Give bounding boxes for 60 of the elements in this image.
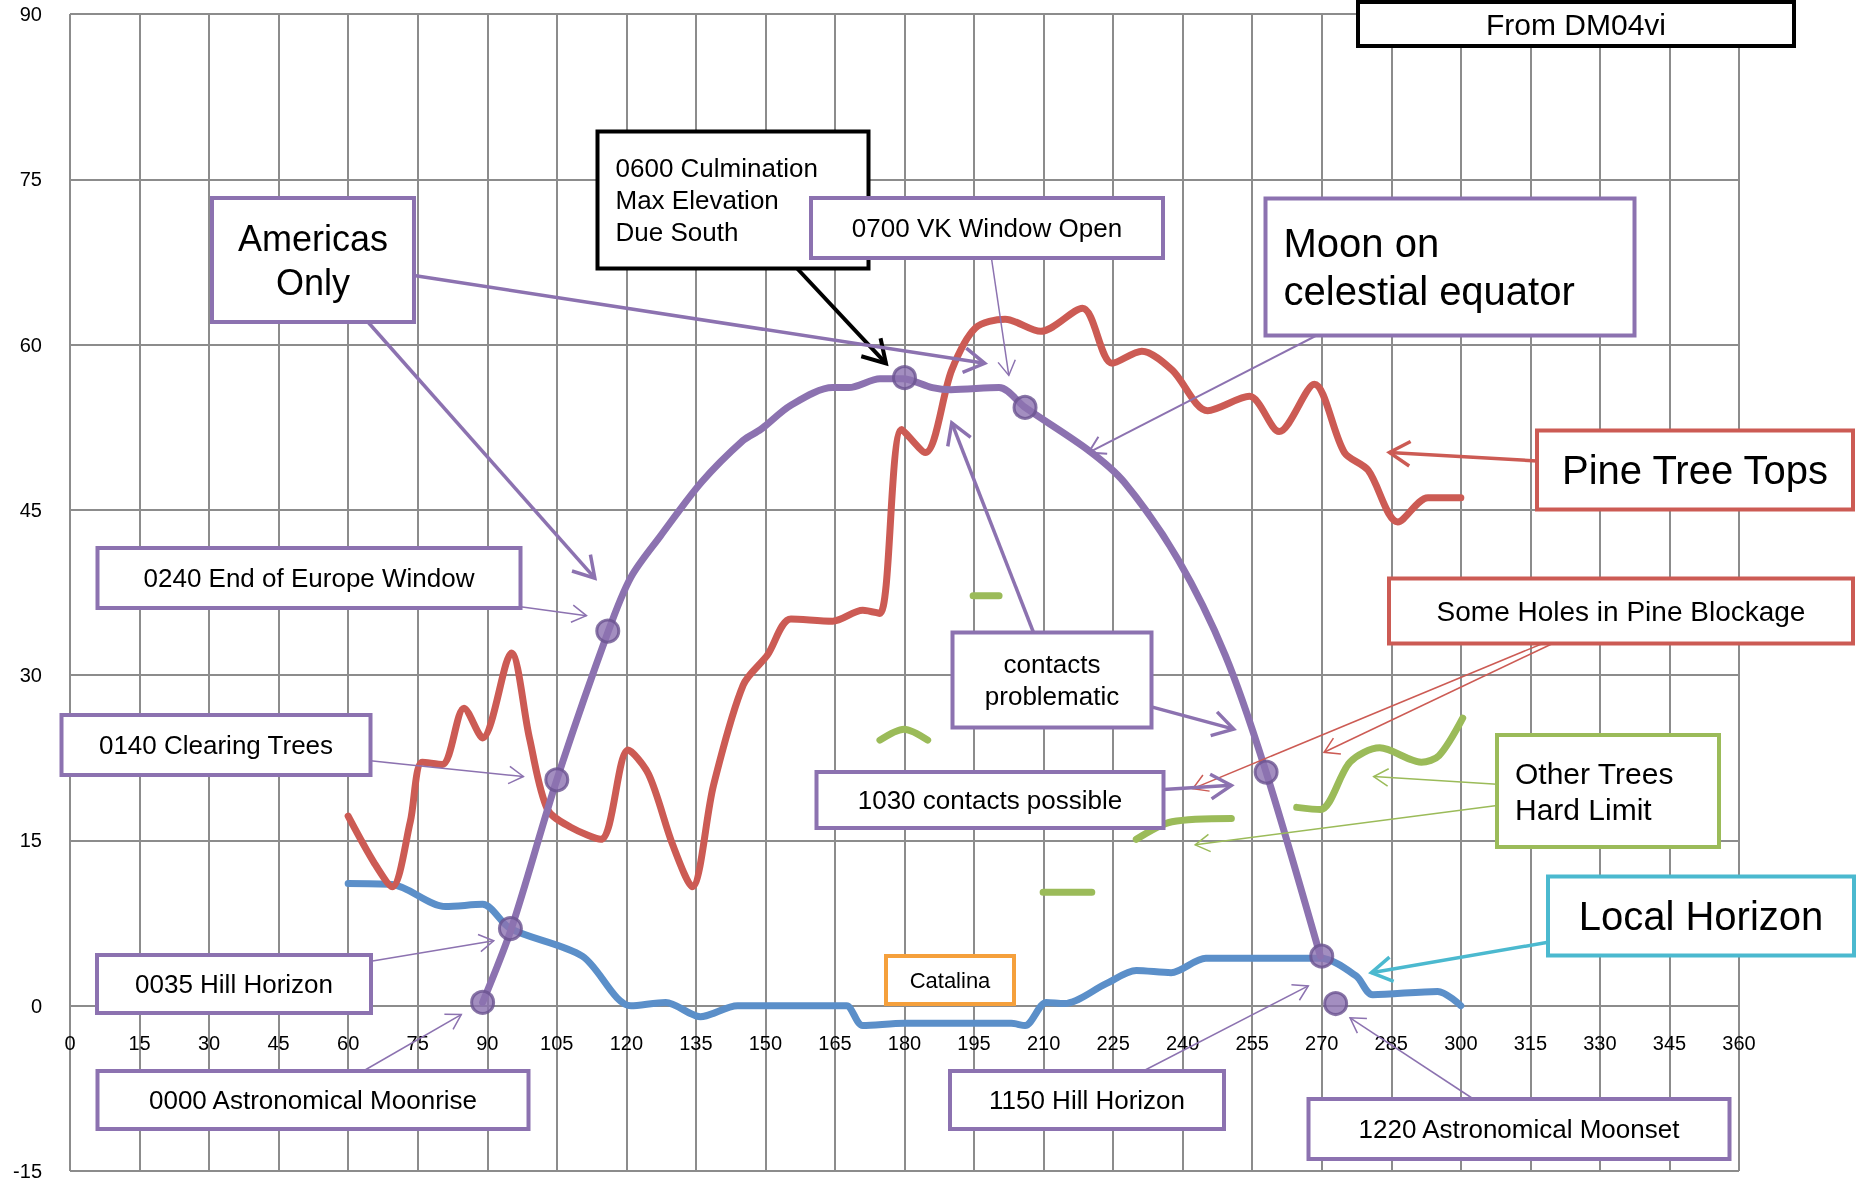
x-tick-label: 120 xyxy=(609,1031,644,1054)
x-tick-label: 210 xyxy=(1026,1031,1061,1054)
x-tick-label: 150 xyxy=(748,1031,783,1054)
x-tick-label: 90 xyxy=(476,1031,499,1054)
chart-title: From DM04vi xyxy=(1485,7,1667,41)
x-tick-label: 300 xyxy=(1444,1031,1478,1054)
point xyxy=(544,767,570,793)
x-tick-label: 30 xyxy=(197,1031,221,1054)
annotation: Other Trees Hard Limit xyxy=(1515,756,1674,826)
annotation: 0600 Culmination Max Elevation Due South xyxy=(615,153,818,247)
x-tick-label: 45 xyxy=(267,1031,290,1054)
y-tick-label: 15 xyxy=(19,829,42,852)
x-tick-label: 315 xyxy=(1513,1031,1548,1054)
x-tick-label: 165 xyxy=(818,1031,852,1054)
x-tick-label: 270 xyxy=(1305,1031,1339,1054)
point xyxy=(1323,991,1349,1016)
x-tick-label: 330 xyxy=(1583,1031,1617,1054)
y-tick-label: 45 xyxy=(19,498,42,521)
annotation: Moon on celestial equator xyxy=(1283,220,1575,314)
y-tick-label: 75 xyxy=(19,168,42,191)
annotation: contacts problematic xyxy=(984,649,1120,711)
y-tick-label: 0 xyxy=(30,994,42,1017)
annotation: Pine Tree Tops xyxy=(1561,448,1829,492)
x-tick-label: 195 xyxy=(957,1031,991,1054)
annotation: 1150 Hill Horizon xyxy=(988,1085,1186,1115)
point xyxy=(497,916,523,942)
point xyxy=(595,618,621,644)
y-tick-label: 30 xyxy=(19,664,42,687)
x-tick-label: 105 xyxy=(540,1031,574,1054)
x-tick-label: 180 xyxy=(887,1031,922,1054)
annotation: Some Holes in Pine Blockage xyxy=(1436,595,1806,627)
point xyxy=(892,365,917,391)
x-tick-label: 75 xyxy=(406,1031,429,1054)
annotation: 1030 contacts possible xyxy=(857,785,1123,815)
x-tick-label: 15 xyxy=(128,1031,151,1054)
x-tick-label: 360 xyxy=(1722,1031,1756,1054)
annotation: 0240 End of Europe Window xyxy=(143,563,475,593)
annotation: 0700 VK Window Open xyxy=(851,213,1123,243)
x-tick-label: 255 xyxy=(1235,1031,1269,1054)
annotation: 0000 Astronomical Moonrise xyxy=(148,1085,478,1115)
annotation: Americas Only xyxy=(237,217,389,303)
x-tick-label: 135 xyxy=(679,1031,713,1054)
x-tick-label: 345 xyxy=(1652,1031,1687,1054)
x-tick-label: 60 xyxy=(337,1031,360,1054)
annotation: Local Horizon xyxy=(1578,894,1824,938)
x-tick-label: 285 xyxy=(1374,1031,1408,1054)
annotation: 0140 Clearing Trees xyxy=(98,730,334,760)
y-tick-label: 60 xyxy=(19,333,42,356)
x-tick-label: 240 xyxy=(1165,1031,1200,1054)
annotation: 0035 Hill Horizon xyxy=(135,969,333,999)
y-tick-label: -15 xyxy=(13,1160,42,1182)
point xyxy=(470,989,496,1015)
point xyxy=(1012,394,1038,420)
x-tick-label: 225 xyxy=(1096,1031,1130,1054)
x-tick-label: 0 xyxy=(64,1031,76,1054)
annotation: 1220 Astronomical Moonset xyxy=(1358,1114,1681,1144)
y-tick-label: 90 xyxy=(19,3,42,25)
point xyxy=(1309,943,1335,969)
annotation: Catalina xyxy=(909,967,992,993)
point xyxy=(1253,759,1279,785)
